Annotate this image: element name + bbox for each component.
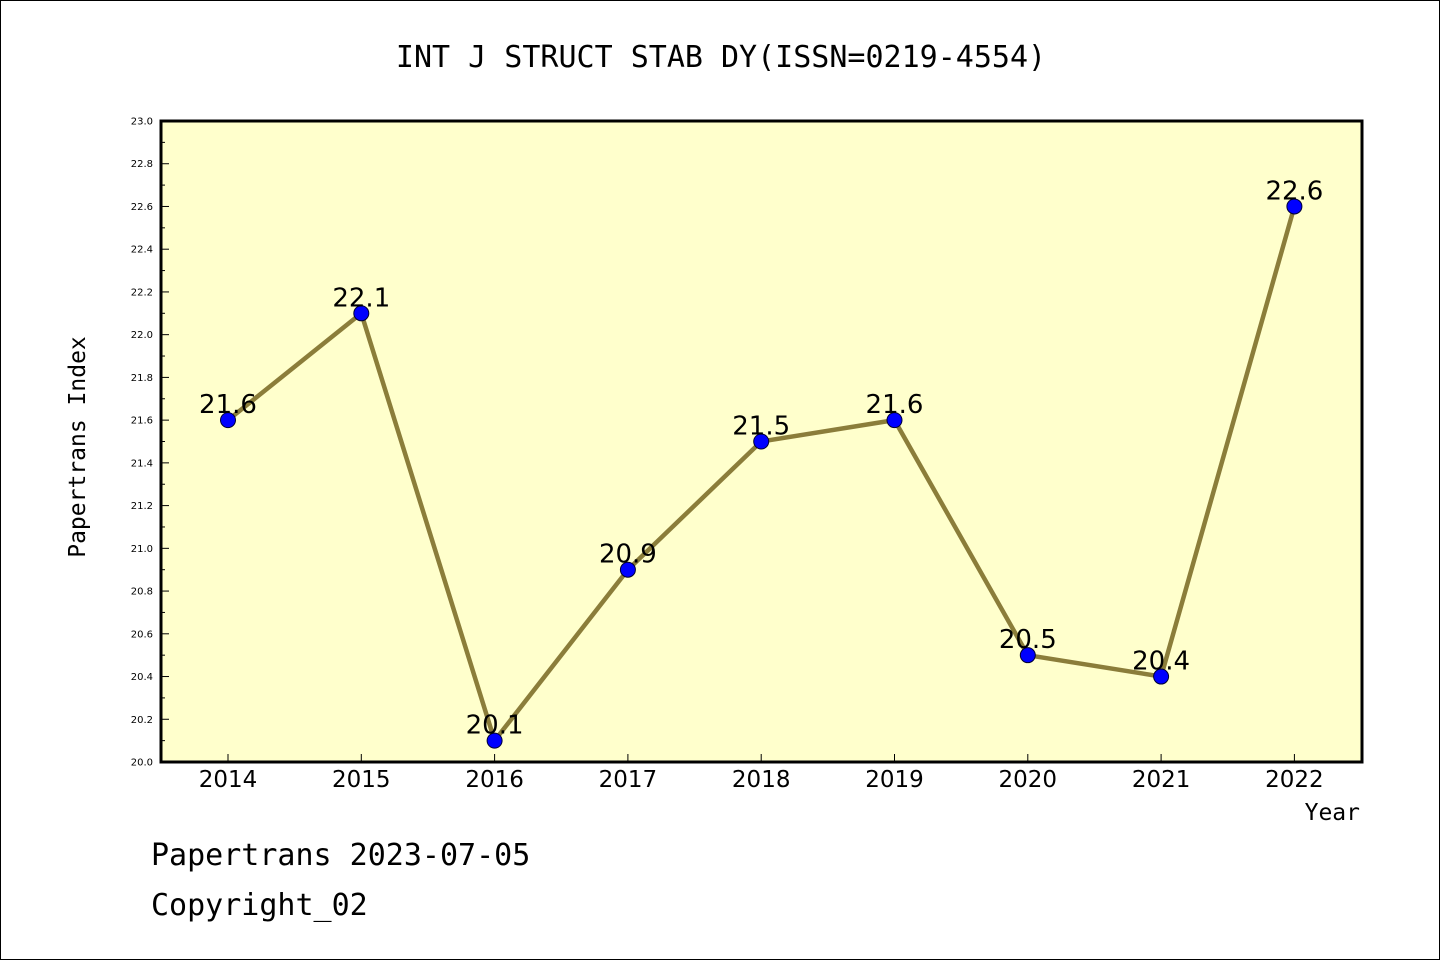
y-tick-label: 20.6 [131, 629, 153, 640]
x-axis-label: Year [1305, 800, 1360, 826]
plot-border [159, 119, 1364, 764]
y-tick-label: 22.0 [131, 330, 153, 341]
data-point [886, 412, 903, 429]
x-tick-label: 2020 [999, 767, 1058, 793]
y-tick-label: 21.8 [131, 373, 153, 384]
data-point [353, 305, 370, 322]
y-tick-label: 20.2 [131, 715, 153, 726]
data-label: 22.1 [332, 283, 390, 313]
x-tick-label: 2015 [332, 767, 391, 793]
footer-copyright: Copyright_02 [151, 888, 368, 923]
data-label: 21.5 [732, 412, 790, 442]
x-tick-label: 2017 [599, 767, 658, 793]
y-axis-label: Papertrans Index [65, 336, 91, 558]
y-tick-label: 21.0 [131, 544, 153, 555]
data-point [1019, 647, 1036, 664]
data-point [619, 561, 636, 578]
data-point [753, 433, 770, 450]
y-tick-label: 21.2 [131, 501, 153, 512]
y-tick-label: 22.4 [131, 245, 153, 256]
data-point [1153, 668, 1170, 685]
data-label: 21.6 [199, 390, 257, 420]
data-point [486, 732, 503, 749]
data-label: 20.5 [999, 625, 1057, 655]
x-tick-label: 2019 [865, 767, 924, 793]
data-point [220, 412, 236, 429]
y-tick-label: 23.0 [131, 117, 153, 128]
y-tick-label: 22.8 [131, 159, 153, 170]
data-label: 20.9 [599, 540, 657, 570]
y-tick-label: 20.0 [131, 758, 153, 769]
y-tick-label: 20.8 [131, 587, 153, 598]
x-tick-label: 2021 [1132, 767, 1191, 793]
footer-date: Papertrans 2023-07-05 [151, 838, 530, 873]
y-tick-label: 22.2 [131, 287, 153, 298]
data-label: 20.4 [1132, 647, 1190, 677]
y-tick-label: 20.4 [131, 672, 153, 683]
y-tick-label: 21.6 [131, 416, 153, 427]
chart-title: INT J STRUCT STAB DY(ISSN=0219-4554) [396, 40, 1046, 75]
y-tick-label: 21.4 [131, 458, 153, 469]
data-labels-group: 21.6 22.1 20.1 20.9 21.5 21.6 20.5 20.4 22.6 [199, 176, 1323, 740]
x-axis: 2014 2015 2016 2017 2018 2019 2020 2021 2022 [199, 754, 1324, 793]
data-label: 22.6 [1265, 176, 1323, 206]
y-tick-label: 22.6 [131, 202, 153, 213]
x-tick-label: 2016 [465, 767, 524, 793]
data-label: 20.1 [466, 711, 524, 741]
x-tick-label: 2014 [199, 767, 258, 793]
x-tick-label: 2018 [732, 767, 791, 793]
x-tick-label: 2022 [1265, 767, 1324, 793]
data-point [1286, 198, 1303, 215]
data-label: 21.6 [866, 390, 924, 420]
markers-group [220, 198, 1303, 749]
